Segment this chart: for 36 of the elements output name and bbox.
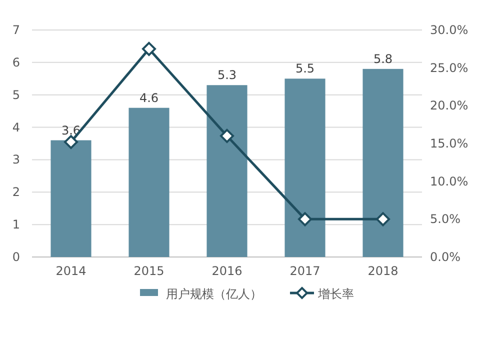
data-label: 5.8 [373, 52, 393, 66]
point [142, 42, 156, 56]
point [376, 212, 390, 226]
y-tick-label: 1 [12, 218, 20, 232]
y2-tick-label: 15.0% [430, 136, 468, 150]
y-tick-label: 7 [12, 23, 20, 37]
y-tick-label: 2 [12, 185, 20, 200]
y-tick-label: 0 [12, 250, 20, 264]
x-tick-label: 2016 [212, 264, 242, 278]
bar [284, 78, 326, 257]
bar [206, 85, 248, 257]
data-label: 5.5 [295, 62, 315, 76]
y-tick-label: 4 [12, 120, 20, 134]
y-tick-label: 5 [12, 88, 20, 102]
y2-tick-label: 5.0% [430, 212, 460, 226]
legend-label: 增长率 [317, 287, 354, 301]
bar [50, 140, 92, 257]
y2-tick-label: 25.0% [430, 60, 468, 75]
bar [362, 68, 404, 257]
y-tick-label: 3 [12, 152, 20, 167]
x-tick-label: 2018 [368, 264, 398, 278]
y2-tick-label: 30.0% [430, 23, 468, 37]
point [64, 134, 78, 149]
point [220, 128, 234, 143]
y2-tick-label: 20.0% [430, 98, 468, 113]
x-tick-label: 2014 [56, 264, 86, 278]
legend-label: 用户规模（亿人） [166, 287, 262, 301]
x-tick-label: 2017 [290, 264, 320, 278]
bar [128, 108, 170, 257]
y2-tick-label: 10.0% [430, 174, 468, 188]
x-tick-label: 2015 [134, 264, 164, 278]
point [298, 212, 312, 226]
y-tick-label: 6 [12, 55, 20, 70]
y2-tick-label: 0.0% [430, 250, 460, 264]
data-label: 4.6 [139, 90, 159, 105]
data-label: 5.3 [217, 68, 237, 82]
